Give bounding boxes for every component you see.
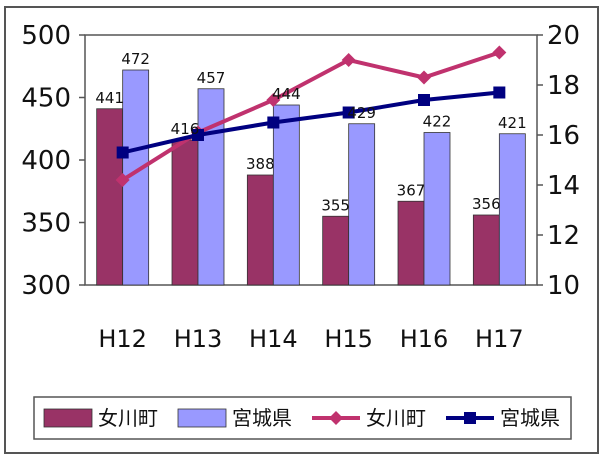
x-category-label: H13 bbox=[174, 325, 223, 353]
bar-data-label: 429 bbox=[347, 104, 376, 122]
line-marker-diamond bbox=[266, 93, 281, 107]
left-tick-label: 400 bbox=[21, 146, 71, 176]
bar-onagawa bbox=[96, 108, 124, 286]
line-marker-diamond bbox=[115, 173, 130, 187]
bar-onagawa bbox=[322, 215, 350, 286]
left-tick-label: 450 bbox=[21, 84, 71, 114]
right-tick-label: 16 bbox=[547, 121, 580, 151]
line-marker-diamond bbox=[492, 45, 507, 60]
legend-swatch-bar bbox=[177, 408, 227, 428]
bar-onagawa bbox=[171, 139, 199, 286]
legend-marker-diamond bbox=[329, 411, 343, 425]
x-category-label: H14 bbox=[249, 325, 298, 353]
bar-miyagi bbox=[272, 104, 300, 286]
left-tick-label: 350 bbox=[21, 209, 71, 239]
left-tick-label: 500 bbox=[21, 21, 71, 51]
bar-data-label: 416 bbox=[171, 120, 200, 138]
bar-data-label: 367 bbox=[397, 181, 426, 199]
plot-border bbox=[84, 34, 538, 286]
plot-area bbox=[84, 34, 538, 286]
x-axis-categories: H12 H13 H14 H15 H16 H17 bbox=[98, 325, 523, 353]
lines-group bbox=[115, 45, 507, 187]
legend-label: 女川町 bbox=[366, 406, 426, 430]
line-marker-square bbox=[418, 94, 430, 106]
bar-miyagi bbox=[423, 132, 451, 286]
bar-data-label: 444 bbox=[272, 85, 301, 103]
right-tick-label: 18 bbox=[547, 71, 580, 101]
legend-label: 女川町 bbox=[98, 406, 158, 430]
right-tick-label: 12 bbox=[547, 221, 580, 251]
bar-data-label: 388 bbox=[246, 155, 275, 173]
legend-label: 宮城県 bbox=[500, 406, 560, 430]
bar-miyagi bbox=[197, 88, 225, 286]
line-marker-square bbox=[116, 146, 129, 159]
bar-data-label: 356 bbox=[472, 195, 501, 213]
line-marker-square bbox=[342, 106, 355, 119]
x-category-label: H12 bbox=[98, 325, 147, 353]
bar-miyagi bbox=[498, 133, 526, 286]
bar-data-label: 457 bbox=[197, 69, 226, 87]
bar-onagawa bbox=[397, 200, 425, 286]
line-marker-square bbox=[267, 116, 280, 129]
bar-onagawa bbox=[246, 174, 274, 286]
x-category-label: H17 bbox=[475, 325, 524, 353]
right-tick-label: 10 bbox=[547, 271, 580, 301]
line-miyagi bbox=[122, 90, 500, 155]
bar-data-label: 422 bbox=[423, 113, 452, 131]
right-tick-label: 20 bbox=[547, 21, 580, 51]
bar-data-label: 472 bbox=[121, 50, 150, 68]
x-category-label: H16 bbox=[400, 325, 449, 353]
data-labels-group: 441 416 388 355 367 356 472 457 444 429 422 421 bbox=[95, 50, 526, 214]
bar-data-label: 355 bbox=[321, 196, 350, 214]
line-marker-diamond bbox=[417, 70, 431, 85]
bar-data-label: 441 bbox=[95, 89, 124, 107]
bar-miyagi bbox=[348, 123, 376, 286]
left-y-axis: 300 350 400 450 500 bbox=[21, 21, 85, 301]
bar-data-label: 421 bbox=[498, 114, 527, 132]
legend-marker-square bbox=[464, 412, 476, 424]
line-marker-square bbox=[192, 129, 204, 141]
left-tick-label: 300 bbox=[21, 271, 71, 301]
right-y-axis: 10 12 14 16 18 20 bbox=[537, 21, 580, 301]
line-marker-diamond bbox=[341, 53, 356, 67]
legend-label: 宮城県 bbox=[232, 406, 292, 430]
legend-swatch-bar bbox=[43, 408, 93, 428]
right-tick-label: 14 bbox=[547, 171, 580, 201]
legend: 女川町 宮城県 女川町 宮城県 bbox=[33, 396, 572, 440]
line-marker-square bbox=[493, 86, 506, 99]
bars-group bbox=[96, 69, 526, 286]
line-onagawa bbox=[121, 50, 500, 182]
x-category-label: H15 bbox=[324, 325, 373, 353]
bar-onagawa bbox=[472, 214, 500, 286]
